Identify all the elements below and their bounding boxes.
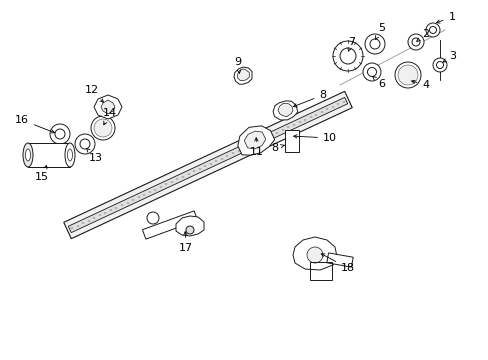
Polygon shape: [244, 131, 265, 149]
Text: 15: 15: [35, 166, 49, 182]
Polygon shape: [176, 216, 203, 236]
Polygon shape: [101, 100, 115, 114]
Polygon shape: [237, 126, 274, 155]
Circle shape: [147, 212, 159, 224]
Circle shape: [55, 129, 65, 139]
Bar: [28, 143, 70, 167]
Ellipse shape: [67, 149, 72, 161]
Circle shape: [432, 58, 446, 72]
Text: 6: 6: [372, 77, 385, 89]
Polygon shape: [63, 91, 351, 239]
Polygon shape: [292, 237, 336, 270]
Circle shape: [97, 122, 109, 134]
Circle shape: [428, 27, 436, 33]
Circle shape: [306, 247, 323, 263]
Polygon shape: [326, 253, 352, 267]
Bar: [285, 130, 298, 152]
Bar: [309, 262, 331, 280]
Circle shape: [367, 68, 376, 77]
Polygon shape: [272, 101, 297, 120]
Text: 3: 3: [442, 51, 456, 62]
Text: 13: 13: [86, 148, 103, 163]
Text: 9: 9: [234, 57, 241, 73]
Circle shape: [394, 62, 420, 88]
Polygon shape: [94, 95, 122, 119]
Circle shape: [185, 226, 194, 234]
Text: 8: 8: [271, 143, 284, 153]
Text: 18: 18: [321, 254, 354, 273]
Ellipse shape: [25, 149, 30, 161]
Circle shape: [369, 39, 379, 49]
Circle shape: [411, 38, 419, 46]
Circle shape: [362, 63, 380, 81]
Text: 7: 7: [347, 37, 355, 51]
Circle shape: [75, 134, 95, 154]
Circle shape: [339, 48, 355, 64]
Circle shape: [50, 124, 70, 144]
Text: 11: 11: [249, 138, 264, 157]
Text: 16: 16: [15, 115, 55, 133]
Circle shape: [400, 68, 414, 82]
Polygon shape: [277, 103, 292, 117]
Polygon shape: [237, 69, 249, 81]
Polygon shape: [142, 211, 197, 239]
Circle shape: [80, 139, 90, 149]
Ellipse shape: [65, 143, 75, 167]
Circle shape: [425, 23, 439, 37]
Text: 2: 2: [416, 29, 428, 41]
Ellipse shape: [23, 143, 33, 167]
Polygon shape: [234, 67, 251, 84]
Polygon shape: [68, 97, 347, 233]
Text: 8: 8: [293, 90, 326, 107]
Circle shape: [407, 34, 423, 50]
Circle shape: [94, 119, 112, 137]
Circle shape: [364, 34, 384, 54]
Text: 10: 10: [293, 133, 336, 143]
Circle shape: [91, 116, 115, 140]
Text: 4: 4: [411, 80, 428, 90]
Text: 14: 14: [103, 108, 117, 125]
Circle shape: [397, 65, 417, 85]
Text: 12: 12: [85, 85, 103, 102]
Text: 17: 17: [179, 232, 193, 253]
Circle shape: [436, 62, 443, 68]
Circle shape: [332, 41, 362, 71]
Text: 5: 5: [375, 23, 385, 39]
Text: 1: 1: [436, 12, 454, 23]
